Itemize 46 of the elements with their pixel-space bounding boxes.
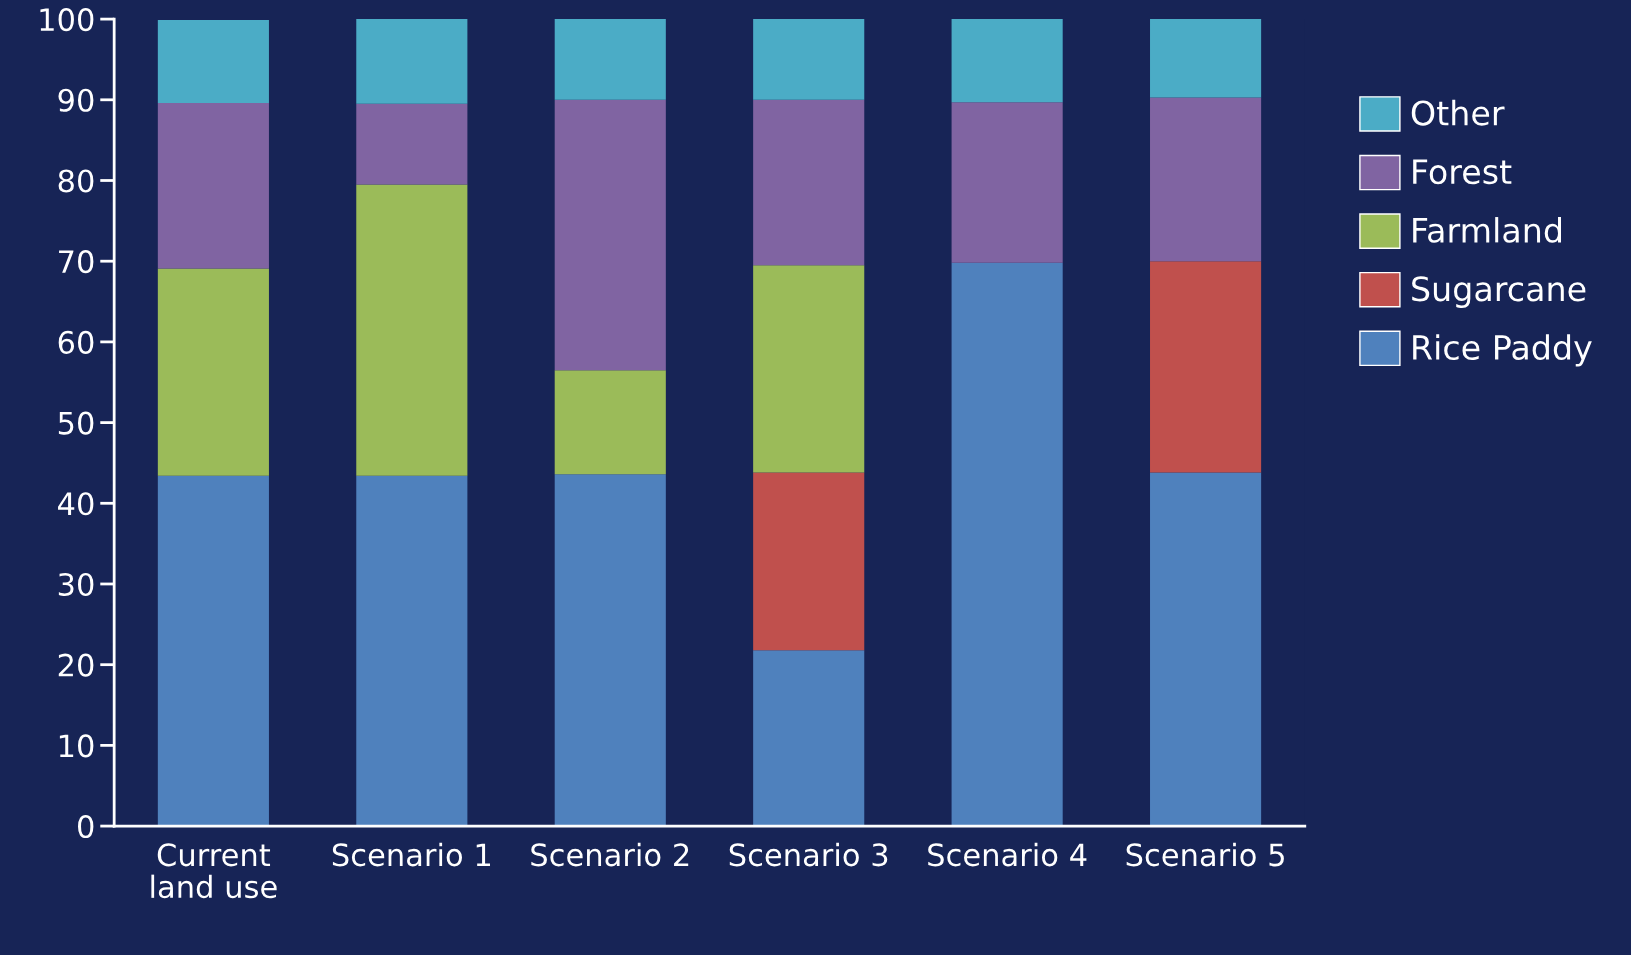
y-tick-label: 60 [58, 330, 94, 354]
bar [1150, 261, 1262, 473]
x-tick-label: Scenario 4 [928, 842, 1087, 867]
bar [1150, 19, 1262, 98]
bar [753, 99, 865, 266]
y-tick-label: 90 [58, 88, 94, 112]
bar [157, 475, 269, 827]
bar [356, 475, 468, 827]
x-tick-label: Scenario 5 [1126, 842, 1284, 867]
bar [554, 19, 666, 100]
bar [356, 184, 468, 476]
y-tick-label: 30 [58, 572, 94, 597]
bar [157, 268, 269, 476]
x-tick-label: Scenario 1 [332, 842, 490, 867]
bar [951, 19, 1063, 103]
x-tick-label: Current land use [151, 843, 277, 899]
bar [1150, 472, 1262, 827]
bar [1150, 97, 1262, 262]
bar [753, 19, 865, 100]
bar [356, 103, 468, 185]
legend-label: Farmland [1413, 217, 1562, 243]
bar [753, 472, 865, 651]
bar [753, 650, 865, 827]
legend-label: Other [1411, 99, 1505, 126]
y-tick-label: 10 [59, 734, 94, 758]
bar [157, 19, 269, 104]
y-tick-label: 40 [58, 492, 94, 516]
y-tick-label: 50 [58, 411, 94, 435]
bar [951, 102, 1063, 263]
bar [554, 474, 666, 827]
legend-label: Sugarcane [1412, 276, 1586, 308]
bar [554, 370, 666, 475]
legend-label: Rice Paddy [1413, 334, 1592, 367]
y-tick-label: 70 [59, 250, 94, 274]
bar [157, 103, 269, 269]
bar [753, 265, 865, 473]
x-tick-label: Scenario 2 [531, 842, 689, 867]
y-tick-label: 80 [58, 169, 94, 193]
bar [951, 262, 1063, 827]
y-tick-label: 20 [58, 653, 94, 677]
bar [554, 99, 666, 371]
bar [356, 19, 468, 104]
y-tick-label: 0 [77, 815, 94, 839]
legend-label: Forest [1413, 159, 1512, 185]
y-tick-label: 100 [40, 8, 94, 32]
x-tick-label: Scenario 3 [729, 842, 888, 867]
